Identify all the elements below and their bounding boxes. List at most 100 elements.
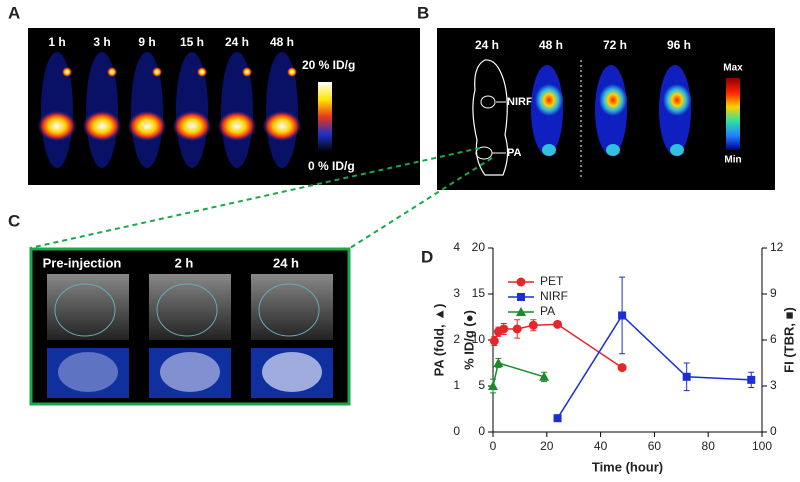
nirf-label: NIRF (507, 96, 533, 108)
ultrasound (47, 274, 129, 340)
ultrasound (251, 274, 333, 340)
tumor (242, 67, 252, 77)
tumor (197, 67, 207, 77)
x-tick-label: 80 (702, 439, 716, 453)
pa-signal (160, 352, 220, 392)
time-label: 1 h (48, 35, 65, 49)
time-label: 96 h (667, 38, 691, 52)
point (617, 363, 627, 373)
x-tick-label: 100 (752, 439, 772, 453)
x-tick-label: 40 (594, 439, 608, 453)
connector (29, 147, 481, 249)
y-tick-label: 6 (770, 332, 777, 346)
pa-label: PA (507, 147, 522, 159)
y-tick-label: 15 (472, 286, 486, 300)
time-label: 48 h (270, 35, 294, 49)
signal (535, 84, 563, 116)
point (493, 358, 504, 367)
tumor (287, 67, 297, 77)
ultrasound (149, 274, 231, 340)
time-label: 24 h (475, 38, 499, 52)
time-label: 3 h (93, 35, 110, 49)
point (489, 336, 499, 346)
y-tick-label: 0 (478, 424, 485, 438)
pa-signal (58, 352, 118, 392)
y2-axis-label: FI (TBR, ■) (781, 307, 796, 373)
connector (349, 157, 493, 249)
time-label: 72 h (603, 38, 627, 52)
color-bar (318, 82, 332, 152)
point (553, 414, 562, 423)
pa-map (47, 348, 129, 398)
scale-max: Max (723, 63, 743, 74)
color-bar (726, 78, 740, 150)
time-label: 9 h (138, 35, 155, 49)
liver (128, 111, 166, 141)
y-tick-label: 3 (770, 378, 777, 392)
y-tick-label: 0 (453, 424, 460, 438)
roi (480, 95, 496, 109)
tumor (152, 67, 162, 77)
panel-letter: D (421, 247, 433, 266)
point (553, 319, 563, 329)
scale-max: 20 % ID/g (302, 58, 355, 72)
time-label: 15 h (180, 35, 204, 49)
tumor-outline (54, 283, 116, 337)
time-label: 24 h (273, 255, 299, 270)
liver (83, 111, 121, 141)
pet-images: 1 h 3 h 9 h 15 h 24 h 48 h (38, 35, 301, 168)
signal (663, 84, 691, 116)
tumor (62, 67, 72, 77)
y-tick-label: 9 (770, 286, 777, 300)
y-tick-label: 2 (453, 332, 460, 346)
point (517, 293, 525, 301)
y-tick-label: 0 (770, 424, 777, 438)
liver (173, 111, 211, 141)
time-label: 24 h (225, 35, 249, 49)
legend-label: NIRF (540, 289, 568, 303)
y-axis-label: % ID/g (●) (461, 310, 476, 370)
liver (38, 111, 76, 141)
liver (218, 111, 256, 141)
tumor (670, 144, 684, 156)
y-tick-label: 10 (472, 332, 486, 346)
point (499, 324, 509, 334)
time-label: 48 h (539, 38, 563, 52)
point (528, 320, 538, 330)
y-tick-label: 20 (472, 240, 486, 254)
y3-axis-label: PA (fold, ▲) (431, 304, 446, 377)
y-tick-label: 12 (770, 240, 784, 254)
point (747, 375, 756, 384)
point (488, 381, 498, 390)
y-tick-label: 5 (478, 378, 485, 392)
x-tick-label: 20 (540, 439, 554, 453)
signal (599, 84, 627, 116)
time-label: 2 h (175, 255, 194, 270)
y-tick-label: 4 (453, 240, 460, 254)
scale-min: Min (724, 155, 741, 166)
x-axis-label: Time (hour) (592, 459, 663, 474)
tumor-outline (156, 283, 218, 337)
point (512, 324, 522, 334)
ultrasound-images: Pre-injection 2 h 24 h (43, 255, 333, 398)
y-tick-label: 1 (453, 378, 460, 392)
point (516, 307, 526, 316)
tumor (606, 144, 620, 156)
x-tick-label: 0 (490, 439, 497, 453)
point (682, 372, 691, 381)
point (618, 311, 627, 320)
point (539, 371, 550, 381)
tumor-outline (258, 283, 320, 337)
nirf-images: 24 h 48 h 72 h 96 h (475, 38, 691, 156)
time-label: Pre-injection (43, 255, 122, 270)
series-line (556, 314, 752, 419)
liver (263, 111, 301, 141)
tumor (542, 144, 556, 156)
legend-label: PET (540, 274, 564, 288)
point (516, 277, 526, 287)
mouse-outline (472, 59, 509, 176)
pa-signal (262, 352, 322, 392)
y-tick-label: 3 (453, 286, 460, 300)
